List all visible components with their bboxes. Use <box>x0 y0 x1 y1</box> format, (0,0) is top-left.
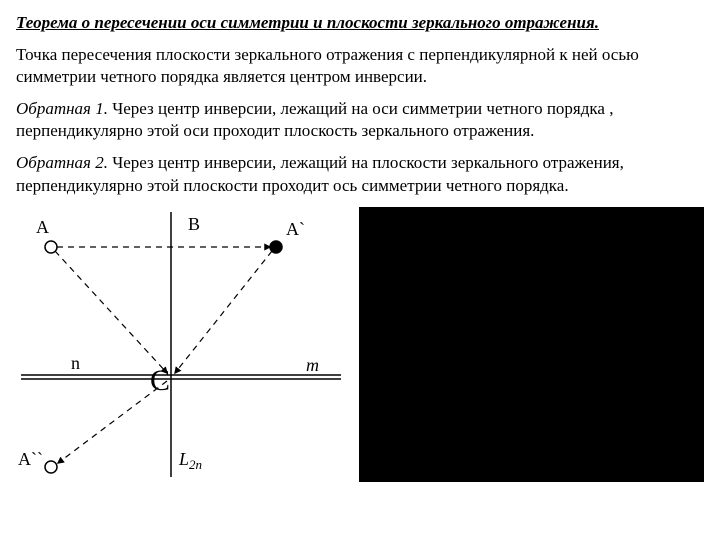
point-a-prime <box>270 241 282 253</box>
reverse-2-text: Через центр инверсии, лежащий на плоскос… <box>16 153 624 194</box>
label-m: m <box>306 355 319 375</box>
reverse-2-label: Обратная 2. <box>16 153 108 172</box>
label-n: n <box>71 353 80 373</box>
label-a-double: A`` <box>18 449 43 469</box>
point-a <box>45 241 57 253</box>
dash-aprime-to-c <box>175 251 272 373</box>
point-a-double <box>45 461 57 473</box>
main-paragraph: Точка пересечения плоскости зеркального … <box>16 44 704 88</box>
reverse-1-label: Обратная 1. <box>16 99 108 118</box>
symmetry-diagram: A B A` A`` n m C L2n <box>16 207 351 482</box>
label-l2n: L2n <box>178 449 202 472</box>
label-c: C <box>150 364 170 397</box>
label-a: A <box>36 217 49 237</box>
reverse-2: Обратная 2. Через центр инверсии, лежащи… <box>16 152 704 196</box>
theorem-title: Теорема о пересечении оси симметрии и пл… <box>16 12 704 34</box>
figure-row: A B A` A`` n m C L2n <box>16 207 704 482</box>
reverse-1: Обратная 1. Через центр инверсии, лежащи… <box>16 98 704 142</box>
label-b: B <box>188 214 200 234</box>
black-panel <box>359 207 704 482</box>
label-a-prime: A` <box>286 219 305 239</box>
